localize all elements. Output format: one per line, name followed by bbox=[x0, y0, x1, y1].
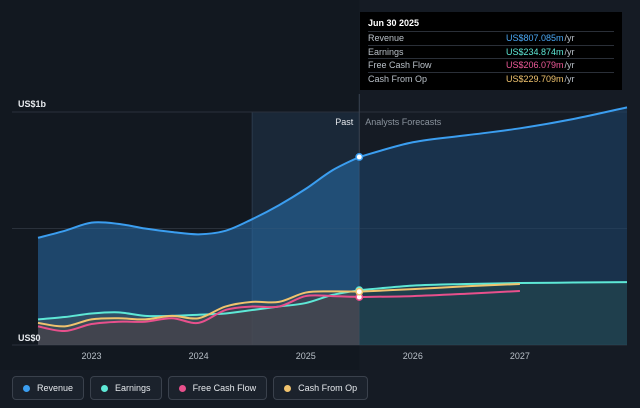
tooltip: Jun 30 2025 Revenue US$807.085m /yr Earn… bbox=[360, 12, 622, 90]
x-tick-label: 2024 bbox=[189, 351, 209, 361]
y-tick-label: US$1b bbox=[18, 99, 47, 109]
legend-item-free-cash-flow[interactable]: Free Cash Flow bbox=[167, 376, 268, 400]
tooltip-row-earnings: Earnings US$234.874m /yr bbox=[368, 44, 614, 59]
legend-item-earnings[interactable]: Earnings bbox=[90, 376, 162, 400]
tooltip-value: US$807.085m bbox=[506, 33, 564, 44]
forecast-line-revenue bbox=[359, 106, 628, 158]
series-line-earnings bbox=[37, 289, 360, 321]
tooltip-row-free-cash-flow: Free Cash Flow US$206.079m /yr bbox=[368, 58, 614, 72]
past-label: Past bbox=[335, 117, 354, 127]
x-tick-label: 2027 bbox=[510, 351, 530, 361]
tooltip-label: Revenue bbox=[368, 33, 405, 44]
legend-dot-icon bbox=[23, 384, 30, 392]
legend: Revenue Earnings Free Cash Flow Cash Fro… bbox=[12, 376, 369, 400]
legend-item-revenue[interactable]: Revenue bbox=[12, 376, 85, 400]
forecast-label: Analysts Forecasts bbox=[365, 117, 442, 127]
series-line-cash_from_op bbox=[37, 290, 360, 328]
x-tick-label: 2023 bbox=[82, 351, 102, 361]
tooltip-unit: /yr bbox=[564, 73, 575, 84]
tooltip-row-revenue: Revenue US$807.085m /yr bbox=[368, 31, 614, 45]
tooltip-label: Free Cash Flow bbox=[368, 60, 432, 71]
tooltip-date: Jun 30 2025 bbox=[368, 18, 420, 28]
x-tick-label: 2025 bbox=[296, 351, 316, 361]
area-cash_from_op bbox=[38, 291, 360, 345]
tooltip-unit: /yr bbox=[564, 33, 575, 44]
tooltip-value: US$206.079m bbox=[506, 60, 564, 71]
tooltip-unit: /yr bbox=[564, 60, 575, 71]
forecast-line-earnings bbox=[359, 281, 628, 292]
legend-dot-icon bbox=[101, 384, 109, 392]
forecast-line-cash_from_op bbox=[359, 282, 520, 293]
series-line-free_cash_flow bbox=[37, 294, 360, 333]
forecast-line-free_cash_flow bbox=[359, 289, 520, 299]
legend-dot-icon bbox=[178, 384, 186, 392]
tooltip-label: Cash From Op bbox=[368, 73, 428, 84]
x-tick-label: 2026 bbox=[403, 351, 423, 361]
tooltip-value: US$229.709m bbox=[506, 73, 564, 84]
legend-label: Cash From Op bbox=[298, 383, 358, 393]
legend-label: Earnings bbox=[115, 383, 151, 393]
legend-item-cash-from-op[interactable]: Cash From Op bbox=[273, 376, 369, 400]
series-line-revenue bbox=[37, 156, 360, 239]
forecast-area-earnings bbox=[359, 282, 627, 345]
area-revenue bbox=[38, 156, 360, 345]
legend-label: Free Cash Flow bbox=[192, 383, 257, 393]
tooltip-value: US$234.874m bbox=[506, 46, 564, 57]
tooltip-label: Earnings bbox=[368, 46, 404, 57]
y-tick-label: US$0 bbox=[18, 333, 41, 343]
marker-revenue bbox=[355, 153, 364, 161]
area-free_cash_flow bbox=[38, 295, 360, 345]
marker-cash_from_op bbox=[355, 287, 364, 296]
tooltip-row-cash-from-op: Cash From Op US$229.709m /yr bbox=[368, 71, 614, 86]
legend-dot-icon bbox=[284, 384, 292, 392]
tooltip-unit: /yr bbox=[564, 46, 575, 57]
legend-label: Revenue bbox=[37, 383, 74, 393]
